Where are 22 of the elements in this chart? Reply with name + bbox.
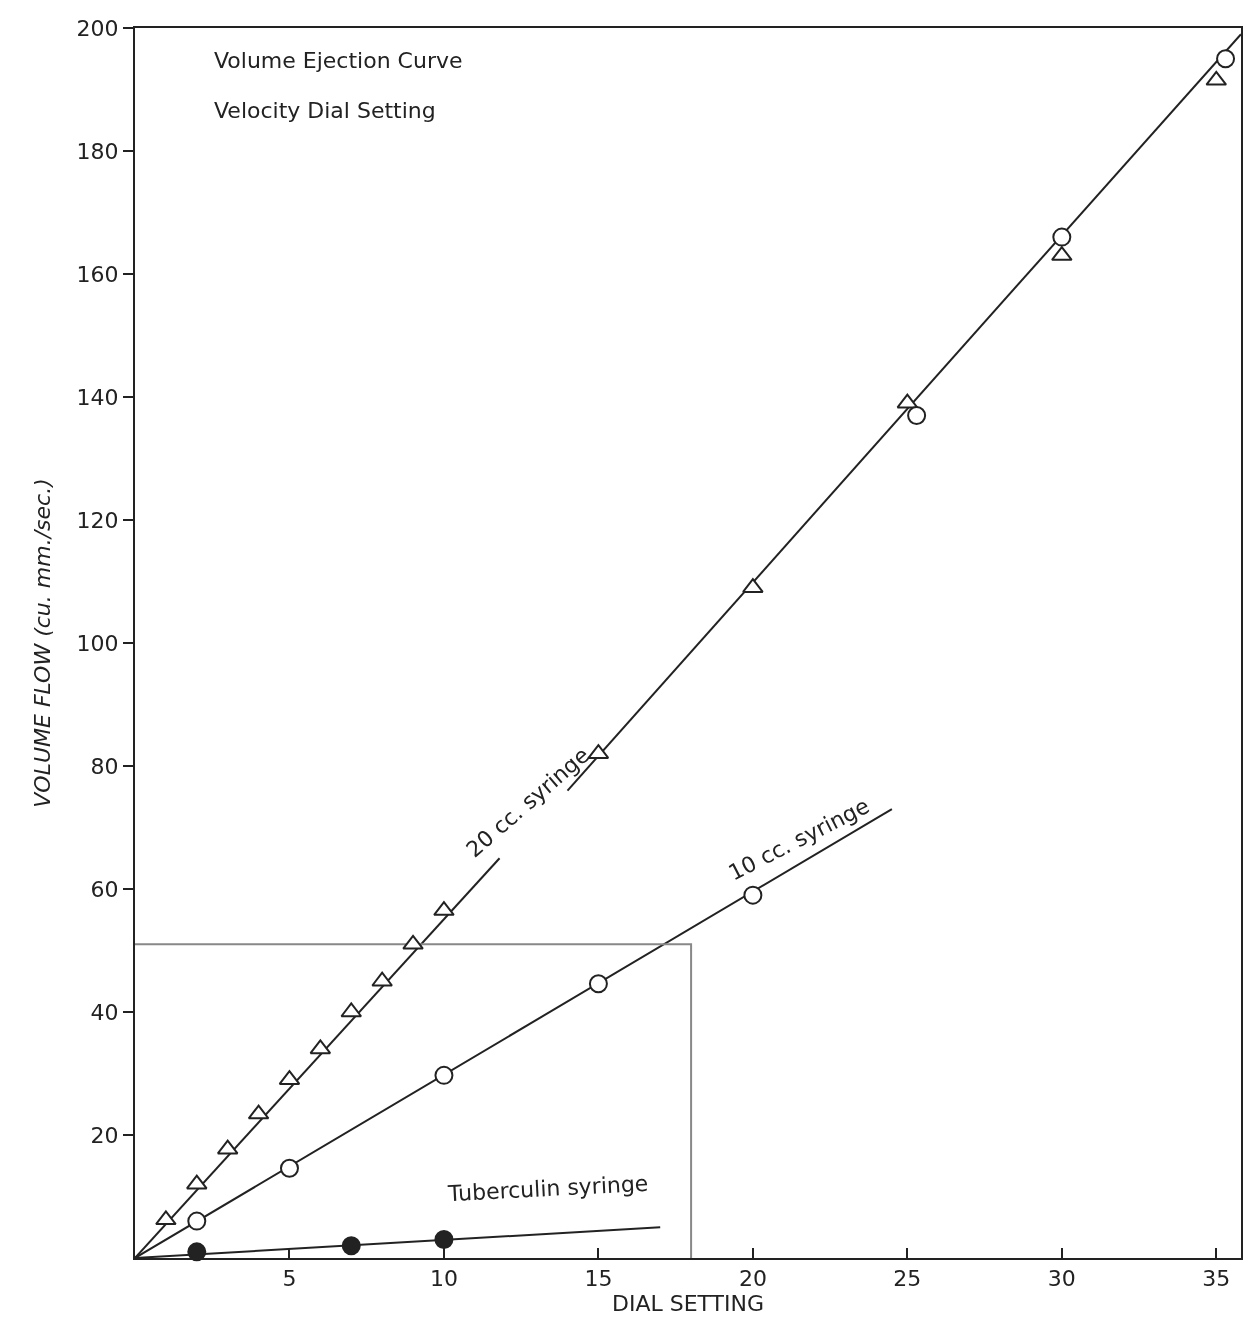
x-tick-label: 30 — [1047, 1266, 1076, 1292]
y-tick-label: 40 — [90, 999, 119, 1025]
x-tick-label: 10 — [429, 1266, 458, 1292]
y-tick-label: 180 — [76, 138, 119, 164]
text: Volume Ejection Curve — [214, 48, 463, 73]
text: Velocity Dial Setting — [214, 98, 436, 123]
x-tick-label: 20 — [738, 1266, 767, 1292]
y-tick-label: 60 — [90, 876, 119, 902]
y-tick-label: 160 — [76, 261, 119, 287]
y-tick-label: 140 — [76, 384, 119, 410]
y-axis-title: VOLUME FLOW (cu. mm./sec.) — [29, 478, 55, 808]
x-tick-label: 25 — [893, 1266, 922, 1292]
annotation: Tuberculin syringe — [446, 1170, 649, 1207]
x-tick-label: 15 — [584, 1266, 613, 1292]
x-axis-title: DIAL SETTING — [611, 1291, 765, 1317]
y-tick-label: 200 — [76, 15, 119, 41]
x-tick-label: 35 — [1202, 1266, 1231, 1292]
y-tick-label: 100 — [76, 630, 119, 656]
y-tick-label: 20 — [90, 1122, 119, 1148]
x-tick-label: 5 — [282, 1266, 297, 1292]
y-tick-label: 120 — [76, 507, 119, 533]
y-tick-label: 80 — [90, 753, 119, 779]
